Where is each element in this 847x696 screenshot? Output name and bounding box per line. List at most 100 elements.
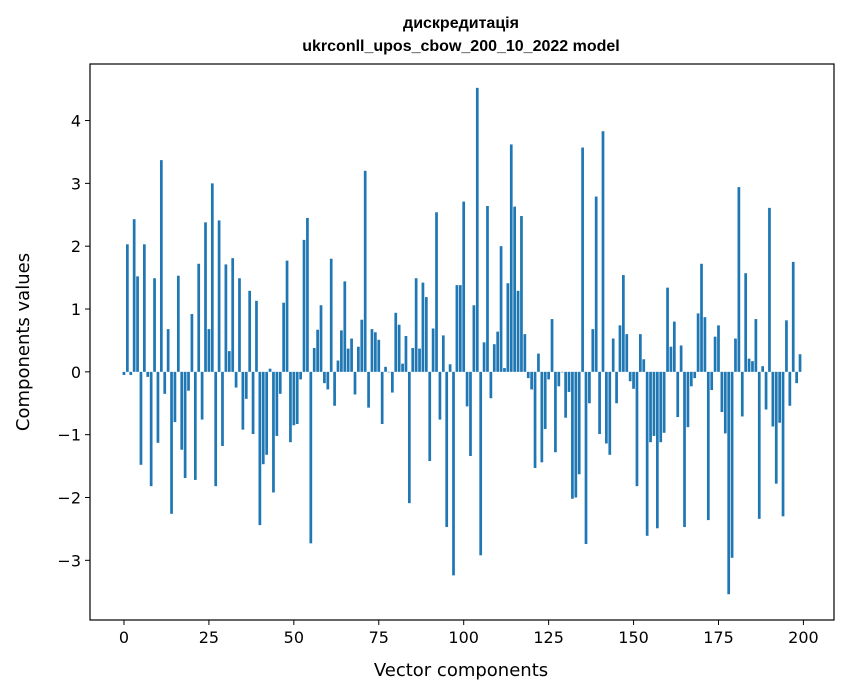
bar bbox=[771, 371, 775, 427]
bar bbox=[608, 371, 612, 455]
bar bbox=[407, 371, 411, 504]
bar bbox=[312, 347, 316, 372]
bar bbox=[221, 371, 224, 446]
x-tick-label: 0 bbox=[119, 628, 129, 647]
bar bbox=[503, 368, 506, 372]
bar bbox=[428, 371, 432, 462]
bar bbox=[768, 207, 771, 372]
bar bbox=[156, 371, 160, 443]
y-axis-label: Components values bbox=[13, 253, 34, 431]
bar bbox=[720, 371, 724, 413]
bar bbox=[316, 329, 319, 372]
bar bbox=[611, 338, 615, 372]
bar bbox=[649, 371, 652, 443]
bar bbox=[129, 371, 133, 375]
bar bbox=[499, 246, 503, 372]
bar bbox=[200, 371, 204, 420]
bar bbox=[574, 371, 578, 498]
bar bbox=[472, 305, 476, 372]
bar bbox=[143, 244, 146, 372]
bar bbox=[479, 371, 483, 556]
bar bbox=[299, 371, 302, 380]
bar bbox=[778, 371, 781, 423]
bar bbox=[292, 371, 296, 426]
bar bbox=[632, 371, 635, 389]
bar bbox=[598, 371, 601, 435]
bar bbox=[795, 371, 798, 384]
bar bbox=[424, 297, 428, 372]
bar bbox=[727, 371, 731, 595]
bar bbox=[530, 371, 533, 390]
bar bbox=[374, 332, 377, 372]
bar bbox=[615, 371, 618, 404]
bar bbox=[740, 371, 744, 417]
x-tick-label: 25 bbox=[199, 628, 219, 647]
bar bbox=[377, 339, 381, 372]
bar bbox=[153, 278, 156, 372]
x-axis-label: Vector components bbox=[374, 660, 548, 681]
x-tick-label: 125 bbox=[533, 628, 564, 647]
bar bbox=[329, 258, 333, 372]
bar bbox=[387, 371, 391, 373]
bar bbox=[166, 329, 170, 372]
bar bbox=[336, 360, 340, 372]
bar bbox=[234, 371, 238, 388]
bar bbox=[363, 170, 367, 372]
bar bbox=[455, 285, 459, 372]
bar bbox=[448, 364, 452, 372]
bar bbox=[340, 330, 343, 372]
bar bbox=[666, 287, 669, 372]
bar bbox=[309, 371, 313, 544]
bar bbox=[550, 319, 554, 372]
bar bbox=[295, 371, 299, 424]
bar bbox=[343, 281, 347, 372]
bar bbox=[319, 305, 323, 372]
bar bbox=[693, 371, 697, 379]
bar bbox=[526, 371, 530, 379]
bar bbox=[353, 371, 357, 395]
bar bbox=[571, 371, 574, 499]
bar bbox=[683, 371, 686, 528]
bar bbox=[516, 290, 520, 372]
bar bbox=[241, 371, 245, 430]
bar bbox=[747, 358, 751, 372]
bar bbox=[764, 371, 768, 410]
bar bbox=[244, 371, 248, 399]
bar bbox=[618, 325, 622, 372]
bar bbox=[676, 371, 680, 418]
bar bbox=[326, 371, 330, 390]
bar bbox=[282, 302, 285, 372]
bar bbox=[441, 335, 445, 372]
bar bbox=[333, 371, 336, 406]
bar bbox=[496, 331, 500, 372]
bar bbox=[757, 371, 761, 519]
bar bbox=[554, 371, 557, 453]
x-tick-label: 100 bbox=[448, 628, 479, 647]
bar bbox=[159, 160, 163, 372]
bar bbox=[418, 348, 421, 372]
bar bbox=[214, 371, 218, 487]
bar bbox=[785, 320, 788, 372]
bar bbox=[754, 319, 758, 372]
bar bbox=[781, 371, 785, 517]
bar bbox=[700, 263, 703, 372]
bar bbox=[431, 328, 435, 372]
y-tick-label: −3 bbox=[57, 551, 81, 570]
bar bbox=[367, 371, 370, 408]
bar bbox=[730, 371, 734, 558]
bar bbox=[557, 371, 561, 387]
bar bbox=[136, 276, 139, 372]
bar bbox=[645, 371, 649, 536]
bar bbox=[204, 222, 207, 372]
bar bbox=[180, 371, 184, 450]
bar bbox=[231, 258, 235, 372]
bar bbox=[197, 263, 201, 372]
bar bbox=[513, 206, 517, 372]
bar bbox=[435, 212, 438, 372]
bar bbox=[176, 275, 180, 372]
bar bbox=[414, 278, 418, 372]
y-tick-label: 2 bbox=[71, 237, 81, 256]
bar bbox=[791, 261, 795, 372]
bar bbox=[706, 371, 710, 521]
bar bbox=[207, 329, 211, 372]
